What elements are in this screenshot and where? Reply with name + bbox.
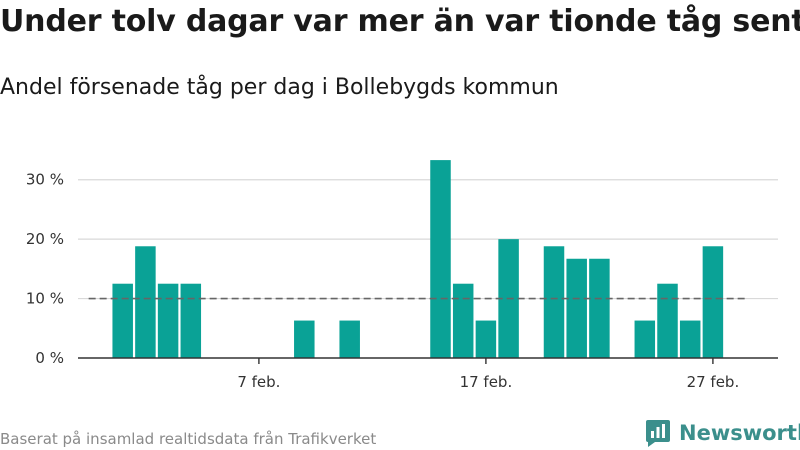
bar bbox=[702, 246, 724, 358]
y-tick-label: 30 % bbox=[26, 171, 64, 189]
bar bbox=[112, 283, 133, 358]
bar bbox=[452, 283, 474, 358]
bar bbox=[679, 320, 701, 358]
y-axis-ticks: 0 % 10 % 20 % 30 % bbox=[26, 171, 64, 367]
bars bbox=[112, 160, 724, 358]
brand-logo: Newsworthy bbox=[645, 418, 800, 448]
bar bbox=[430, 160, 451, 358]
bar bbox=[543, 246, 565, 358]
chart-title: Under tolv dagar var mer än var tionde t… bbox=[0, 4, 800, 39]
bar bbox=[180, 283, 202, 358]
y-tick-label: 0 % bbox=[35, 349, 64, 367]
bar bbox=[657, 283, 678, 358]
bar bbox=[475, 320, 497, 358]
bar bbox=[339, 320, 360, 358]
bar bbox=[566, 258, 587, 358]
y-tick-label: 10 % bbox=[26, 290, 64, 308]
source-note: Baserat på insamlad realtidsdata från Tr… bbox=[0, 430, 377, 448]
bar bbox=[294, 320, 315, 358]
bar bbox=[589, 258, 610, 358]
newsworthy-logo-icon bbox=[646, 420, 670, 447]
bar bbox=[634, 320, 656, 358]
bar bbox=[157, 283, 179, 358]
y-tick-label: 20 % bbox=[26, 230, 64, 248]
x-tick-label: 7 feb. bbox=[237, 373, 280, 391]
x-tick-label: 27 feb. bbox=[687, 373, 740, 391]
x-axis-ticks: 7 feb. 17 feb. 27 feb. bbox=[237, 358, 739, 391]
brand-name: Newsworthy bbox=[679, 421, 800, 445]
x-tick-label: 17 feb. bbox=[460, 373, 513, 391]
gridlines bbox=[78, 179, 778, 300]
chart-subtitle: Andel försenade tåg per dag i Bollebygds… bbox=[0, 75, 559, 100]
bar bbox=[135, 246, 156, 358]
